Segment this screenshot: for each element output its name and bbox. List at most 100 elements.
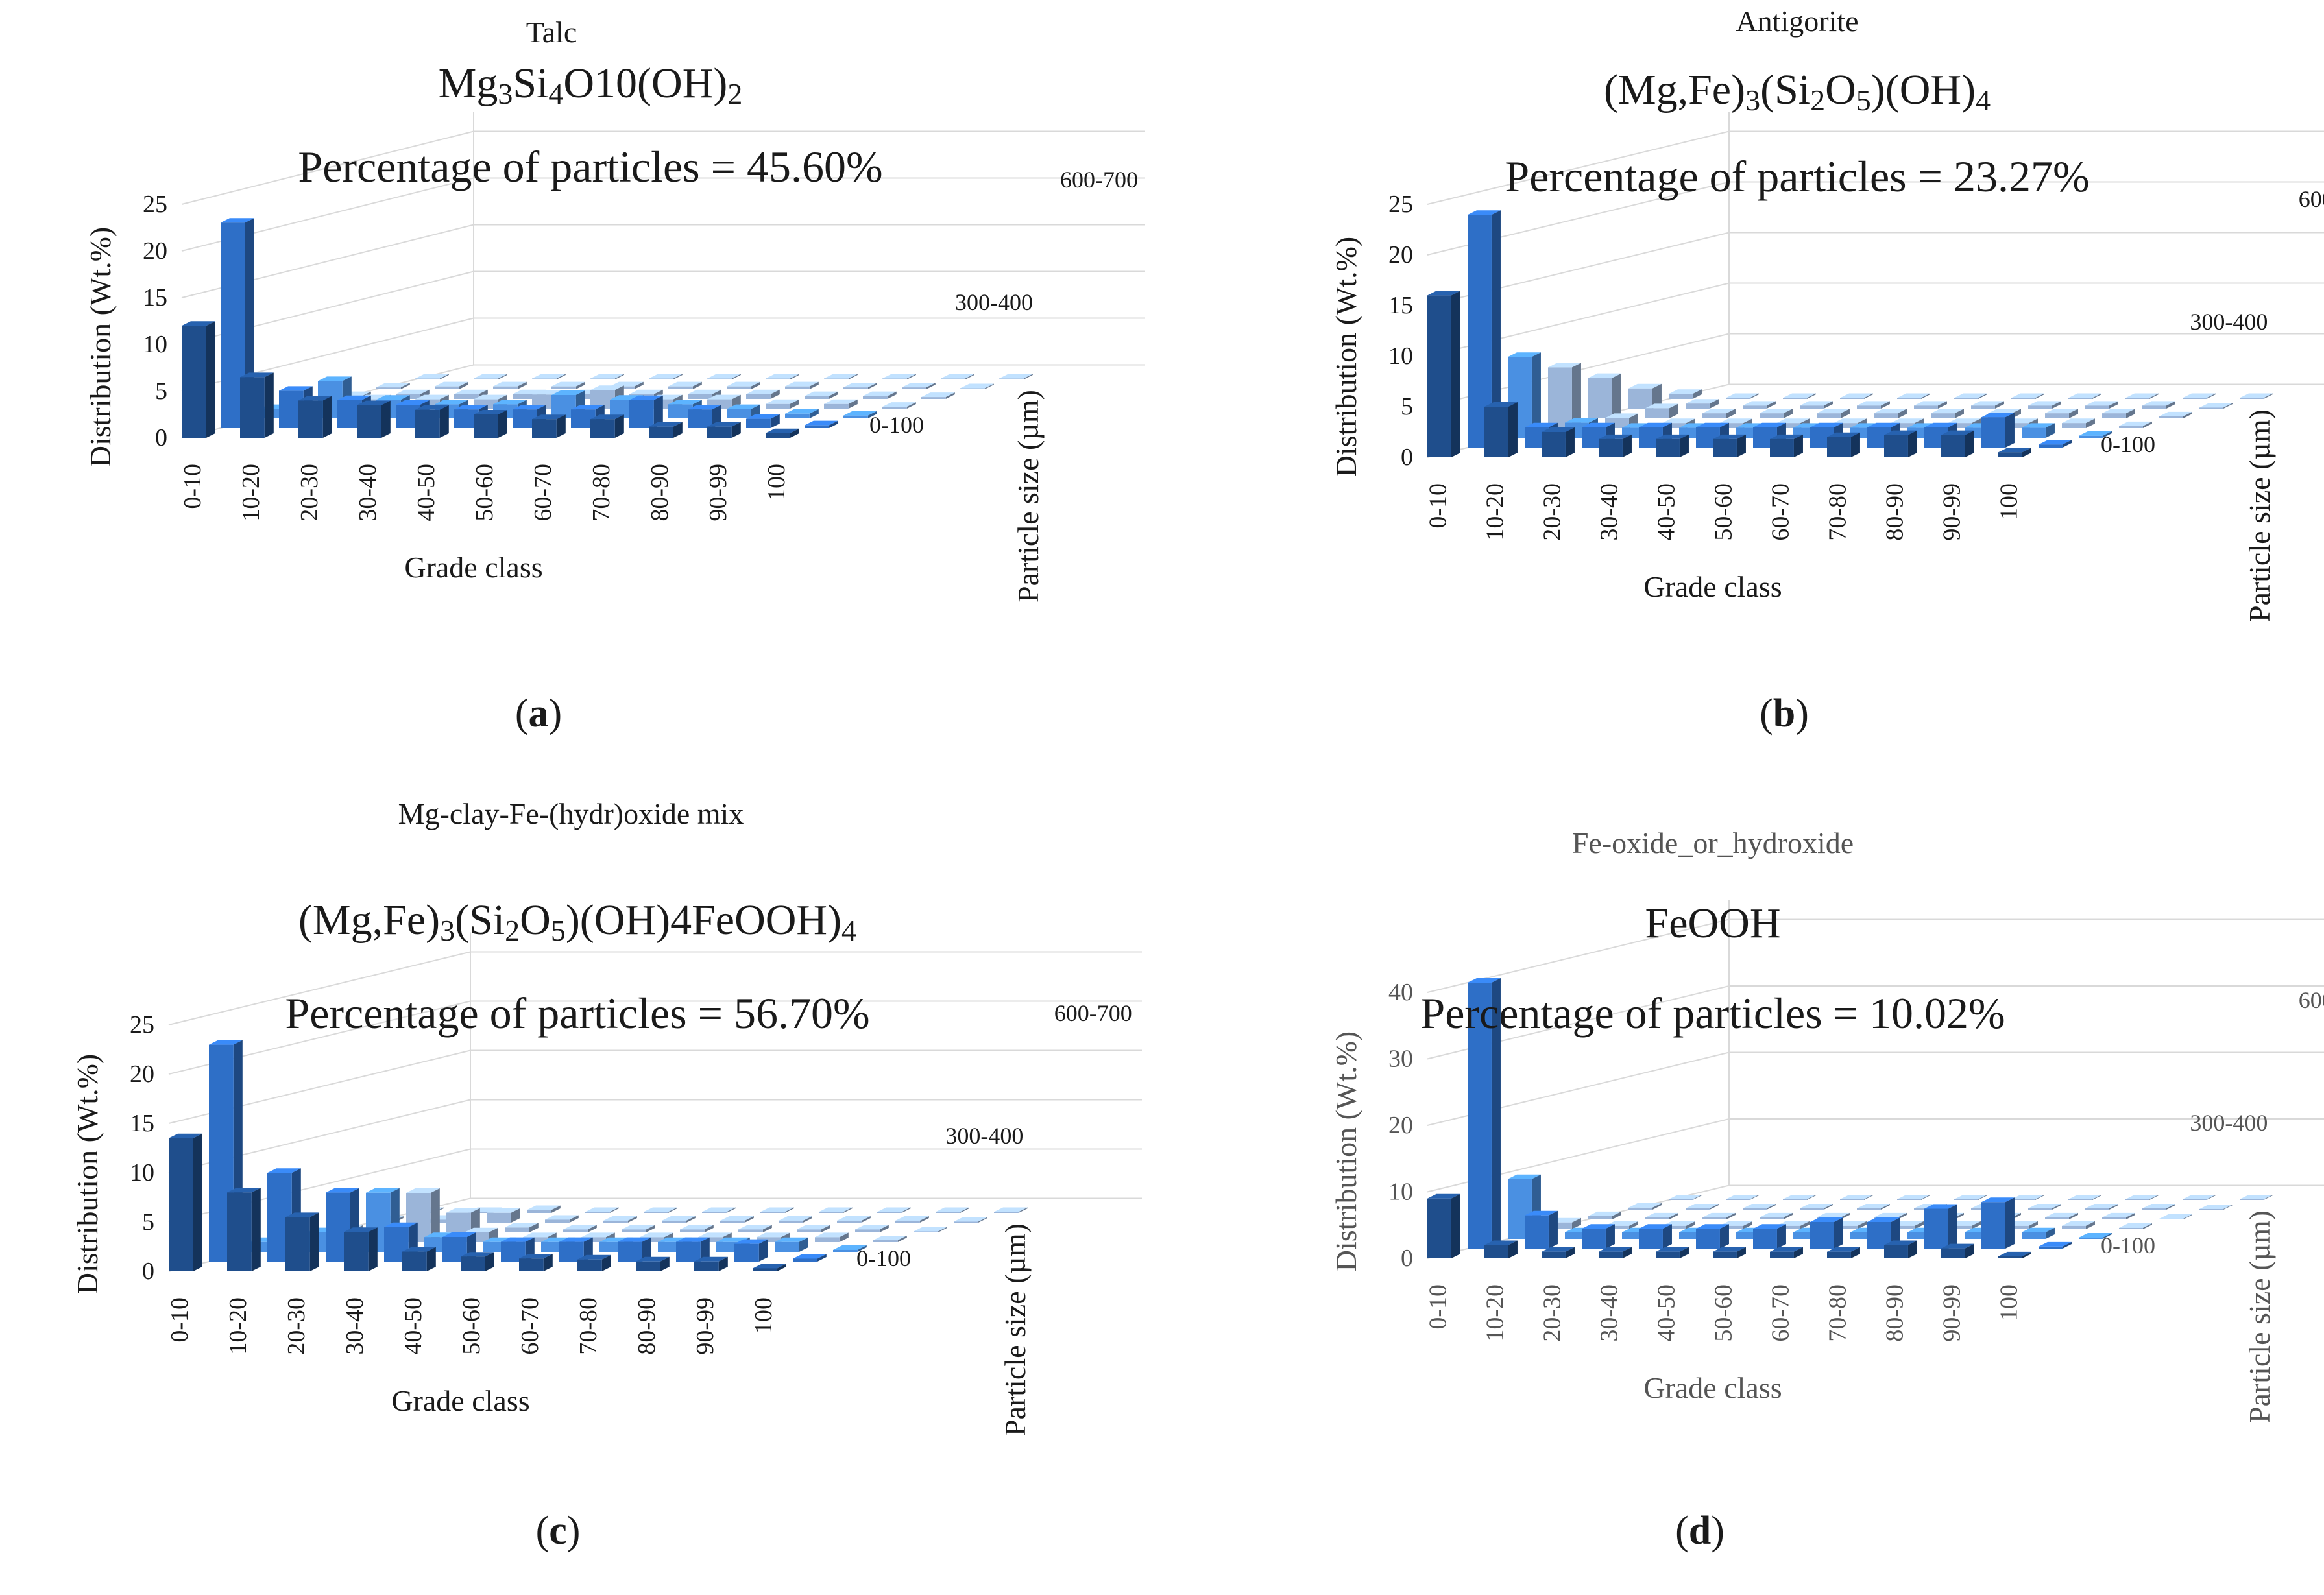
bar-side <box>470 1208 480 1232</box>
bar-a-s2-c8 <box>727 404 760 418</box>
bar-top <box>1468 978 1501 983</box>
x-axis-label: Grade class <box>1643 570 1782 603</box>
bar-top <box>833 1245 867 1250</box>
bar-front <box>1743 405 1767 409</box>
bar-top <box>707 422 741 427</box>
depth-label: 0-100 <box>2101 1232 2155 1258</box>
bar-front <box>936 1212 960 1213</box>
bar-b-s4-c3 <box>1760 409 1793 418</box>
bar-front <box>1884 1245 1908 1258</box>
bar-side <box>673 422 683 438</box>
bar-front <box>1971 405 1995 409</box>
bar-front <box>805 425 829 428</box>
bar-b-s6-c3 <box>1840 393 1873 399</box>
bar-side <box>700 1237 710 1262</box>
bar-side <box>2028 1221 2038 1229</box>
bar-b-s0-c4 <box>1656 434 1689 457</box>
bar-a-s5-c9 <box>902 383 936 389</box>
bar-d-s2-c9 <box>2022 1227 2055 1239</box>
bar-top <box>1954 1194 1987 1199</box>
bar-d-s3-c9 <box>2062 1221 2095 1229</box>
bar-top <box>2142 401 2175 406</box>
bar-top <box>474 410 507 414</box>
bar-side <box>790 374 799 379</box>
bar-d-s6-c0 <box>1669 1194 1702 1200</box>
bar-side <box>569 1215 579 1223</box>
bar-side <box>1823 1203 1833 1210</box>
bar-front <box>727 386 751 389</box>
bar-top <box>2119 1223 2152 1228</box>
bar-top <box>843 411 877 416</box>
bar-top <box>2062 1221 2095 1226</box>
bar-side <box>660 1256 670 1271</box>
x-tick-label: 20-30 <box>283 1297 310 1355</box>
bar-top <box>824 399 858 404</box>
bar-a-s0-c6 <box>532 414 566 438</box>
bar-top <box>1588 373 1621 378</box>
bar-top <box>493 381 527 387</box>
bar-side <box>368 1227 378 1271</box>
x-tick-label: 20-30 <box>1538 1284 1566 1342</box>
bar-c-s6-c3 <box>585 1207 619 1213</box>
bar-side <box>529 1223 539 1232</box>
bar-side <box>587 1225 597 1232</box>
bar-a-s5-c6 <box>727 381 760 389</box>
bar-side <box>309 1212 319 1271</box>
bar-side <box>1907 1240 1917 1258</box>
bar-d-s1-c10 <box>2039 1241 2072 1249</box>
bar-side <box>322 396 332 438</box>
bar-front <box>1542 1251 1566 1258</box>
bar-front <box>2102 413 2126 418</box>
bar-side <box>848 374 858 379</box>
bar-top <box>698 1232 732 1238</box>
bar-b-s3-c9 <box>2062 418 2095 428</box>
bar-front <box>1783 398 1807 399</box>
bar-c-s1-c9 <box>734 1239 768 1262</box>
bar-top <box>1867 422 1900 427</box>
bar-front <box>519 1258 544 1271</box>
bar-front <box>1760 413 1784 418</box>
bar-top <box>344 1227 378 1232</box>
bar-front <box>702 1212 727 1213</box>
bar-c-s0-c1 <box>227 1188 261 1271</box>
bar-a-s2-c9 <box>785 409 819 418</box>
bar-top <box>720 1216 754 1221</box>
bar-front <box>882 407 907 409</box>
bar-top <box>1810 422 1843 427</box>
bar-c-s4-c8 <box>797 1225 830 1232</box>
bar-side <box>1622 1247 1632 1258</box>
chart-title: Antigorite <box>1736 5 1858 38</box>
bar-c-s6-c9 <box>936 1207 969 1213</box>
bar-top <box>785 381 819 387</box>
bar-side <box>919 1216 929 1223</box>
bar-top <box>1743 1203 1776 1208</box>
bar-front <box>2062 423 2086 428</box>
bar-top <box>326 1188 359 1193</box>
percentage-annotation: Percentage of particles = 45.60% <box>298 142 882 191</box>
bar-top <box>1800 401 1833 406</box>
bar-a-s0-c7 <box>590 414 624 438</box>
depth-label: 300-400 <box>2190 309 2268 335</box>
bar-front <box>1981 1202 2005 1249</box>
bar-c-s0-c0 <box>169 1133 202 1271</box>
bar-top <box>766 428 799 433</box>
chart-c-plot: 0 5 10 15 20 25 0-10 10-20 20-30 30-40 40-50 50-60 6… <box>71 932 1142 1436</box>
y-tick-label: 5 <box>1401 393 1413 420</box>
bar-d-s4-c10 <box>2159 1214 2192 1219</box>
bar-side <box>2223 1204 2233 1210</box>
bar-top <box>1645 403 1678 409</box>
bar-side <box>439 405 449 438</box>
bar-side <box>1978 1194 1987 1200</box>
bar-side <box>1806 1194 1816 1200</box>
bar-front <box>2142 405 2166 409</box>
bar-front <box>1857 405 1881 409</box>
depth-label: 300-400 <box>955 289 1033 315</box>
bar-front <box>824 403 849 409</box>
bar-c-s0-c6 <box>519 1254 553 1271</box>
bar-front <box>1588 378 1612 418</box>
bar-side <box>1749 393 1759 399</box>
bar-c-s4-c6 <box>680 1225 714 1232</box>
bar-d-s3-c10 <box>2119 1223 2152 1229</box>
bar-side <box>1897 409 1907 418</box>
bar-side <box>1491 978 1501 1249</box>
